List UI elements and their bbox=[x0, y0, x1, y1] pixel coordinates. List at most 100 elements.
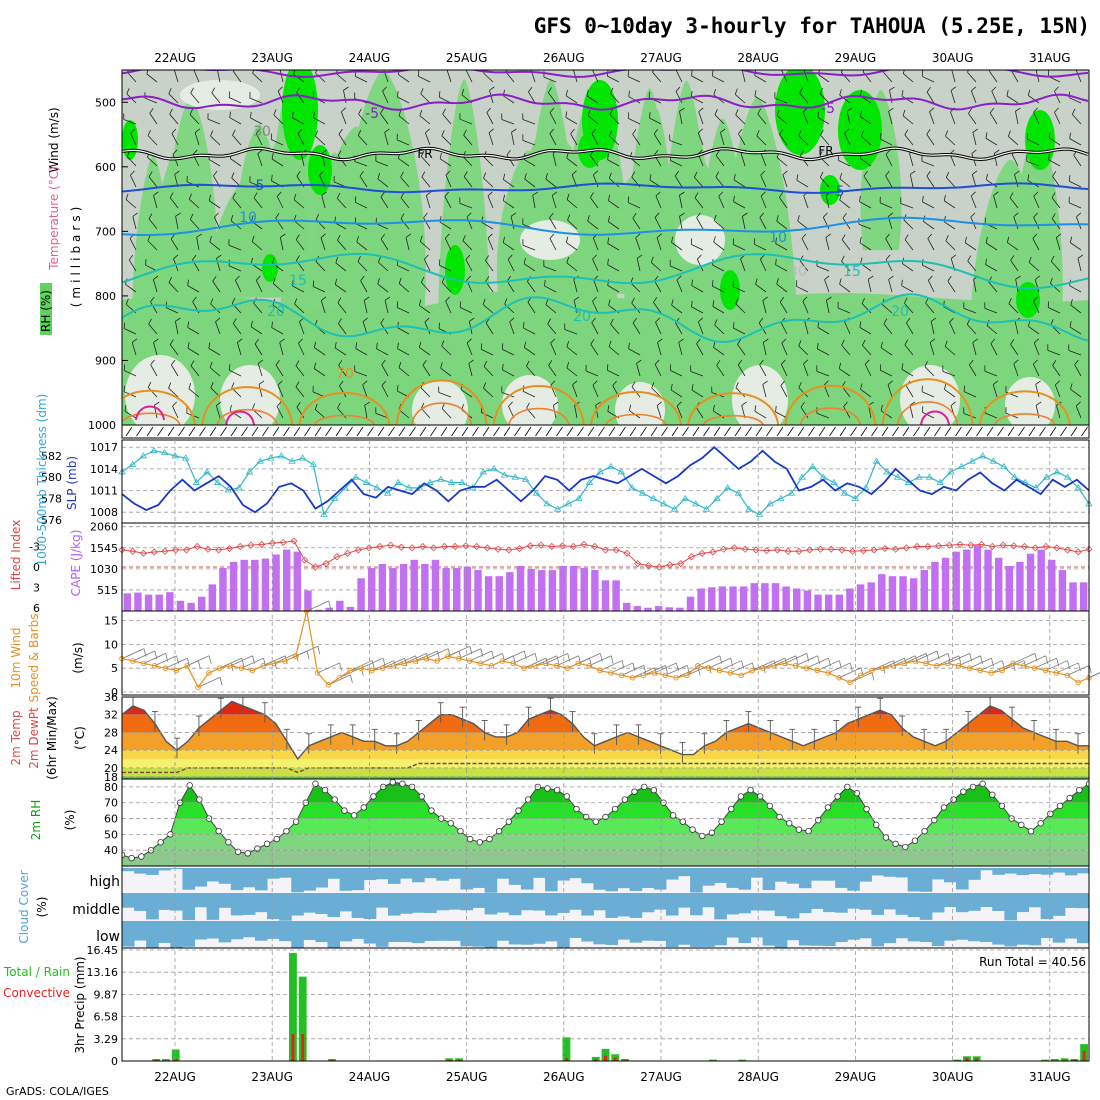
wind-barb bbox=[760, 195, 767, 209]
wind-barb bbox=[740, 153, 746, 167]
thickness-marker bbox=[352, 473, 360, 480]
cape-axis-label: CAPE (J/kg) bbox=[69, 530, 83, 597]
wind-speed-marker bbox=[1042, 667, 1049, 674]
cloud-cell bbox=[1064, 868, 1078, 876]
wind-barb-flag bbox=[279, 338, 285, 343]
li-marker bbox=[827, 545, 835, 553]
wind-barb-flag bbox=[417, 70, 420, 77]
wind-barb bbox=[149, 112, 158, 125]
wind-barb-flag bbox=[271, 153, 274, 160]
wind-barb bbox=[230, 158, 242, 167]
thickness-marker bbox=[394, 478, 402, 485]
wind-barb bbox=[273, 114, 284, 125]
rh-marker bbox=[863, 805, 870, 813]
wind-barb-flag bbox=[273, 109, 277, 116]
wind-barb bbox=[1048, 137, 1061, 146]
li-marker bbox=[505, 546, 513, 554]
wind-barb-flag bbox=[550, 338, 556, 344]
wind-speed-marker bbox=[901, 660, 908, 667]
wind-speed-marker bbox=[977, 667, 984, 674]
cloud-cell bbox=[810, 893, 824, 909]
wind-barb bbox=[1048, 307, 1061, 314]
wind-barb bbox=[1054, 91, 1061, 104]
wind-barb-flag bbox=[189, 213, 194, 220]
cape-bar bbox=[463, 566, 472, 611]
wind-speed-marker bbox=[945, 660, 951, 667]
wind-barb-flag bbox=[482, 298, 486, 305]
wind-speed-marker bbox=[1021, 663, 1027, 669]
wind-barb-flag bbox=[214, 212, 219, 218]
li-tick-label: -3 bbox=[29, 541, 40, 554]
pressure-tick-label: 1000 bbox=[88, 419, 116, 432]
wind-barb bbox=[1027, 138, 1040, 146]
wind-barb-flag bbox=[380, 233, 385, 240]
cloud-cell bbox=[593, 893, 606, 911]
li-marker bbox=[139, 549, 148, 557]
cloud-cell bbox=[629, 893, 643, 918]
wind-barb bbox=[902, 73, 914, 83]
wind-barb bbox=[733, 179, 746, 188]
surface-wind-barb bbox=[304, 426, 311, 437]
thickness-tick-label: 580 bbox=[41, 471, 62, 484]
rh-marker bbox=[466, 835, 474, 843]
wind-barb bbox=[595, 405, 599, 419]
cloud-cell bbox=[496, 868, 510, 879]
wind-barb-flag bbox=[630, 277, 634, 284]
wind-barb bbox=[635, 237, 641, 251]
cape-bar bbox=[569, 565, 578, 611]
cloud-cell bbox=[1064, 893, 1078, 908]
wind-barb-flag bbox=[636, 254, 643, 259]
wind-barb bbox=[864, 364, 872, 377]
cloud-cell bbox=[774, 893, 788, 917]
cloud-cell bbox=[1016, 921, 1030, 945]
cloud-cell bbox=[134, 921, 147, 941]
contour-label: 70 bbox=[336, 366, 354, 382]
cloud-cell bbox=[242, 868, 256, 888]
wind-barb bbox=[354, 161, 368, 167]
li-marker bbox=[655, 563, 663, 571]
li-marker bbox=[967, 541, 975, 549]
surface-wind-barb bbox=[1060, 426, 1067, 437]
wind-barb-flag bbox=[823, 212, 828, 218]
wind-barb-flag bbox=[609, 87, 614, 94]
wind-barb-flag bbox=[1076, 212, 1082, 218]
wind10-barb bbox=[589, 655, 612, 667]
wind-speed-marker bbox=[705, 665, 712, 671]
surface-wind-barb bbox=[713, 426, 721, 437]
wind-barb-flag bbox=[880, 341, 883, 348]
cloud-cell bbox=[810, 868, 824, 881]
wind-barb bbox=[754, 95, 767, 104]
wind-barb-flag bbox=[1052, 360, 1057, 366]
wind10-barb bbox=[230, 655, 253, 667]
wind10-barb-flag bbox=[925, 653, 929, 662]
wind-barb-flag bbox=[901, 363, 904, 370]
wind-barb-flag bbox=[1014, 170, 1020, 175]
li-marker bbox=[773, 546, 781, 554]
wind-barb bbox=[984, 412, 998, 419]
wind-barb bbox=[279, 237, 284, 251]
wind-barb-flag bbox=[397, 342, 399, 349]
rh-marker bbox=[1047, 810, 1054, 817]
wind-barb bbox=[591, 322, 599, 335]
wind10-barb bbox=[1034, 657, 1057, 669]
wind-barb-flag bbox=[985, 173, 988, 180]
wind-barb-flag bbox=[733, 173, 736, 181]
wind-barb bbox=[1075, 405, 1082, 419]
temp-band bbox=[122, 767, 1089, 777]
wind-barb-flag bbox=[759, 212, 764, 218]
wind-barb-flag bbox=[363, 296, 370, 301]
thickness-marker bbox=[723, 484, 732, 491]
wind-barb bbox=[208, 348, 221, 356]
wind-barb bbox=[609, 135, 620, 146]
wind-barb bbox=[511, 132, 515, 146]
wind-barb-flag bbox=[628, 342, 630, 349]
wind-barb bbox=[945, 177, 956, 188]
wind-barb bbox=[636, 258, 641, 272]
wind-speed-marker bbox=[890, 663, 897, 669]
cloud-cell bbox=[919, 893, 933, 920]
thickness-marker bbox=[638, 489, 647, 496]
cloud-cell bbox=[581, 921, 594, 942]
wind-barb-flag bbox=[251, 235, 255, 242]
wind-barb-flag bbox=[885, 149, 891, 155]
